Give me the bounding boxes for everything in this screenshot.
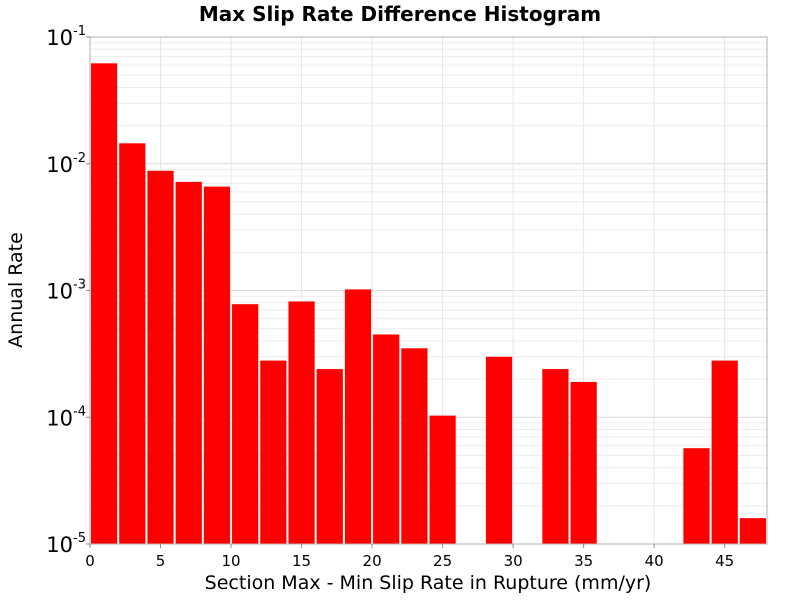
histogram-bar [542, 369, 569, 544]
x-tick-label: 30 [504, 552, 523, 570]
x-tick-label: 40 [645, 552, 664, 570]
y-tick-label: 10-5 [46, 531, 86, 557]
histogram-bar [401, 348, 428, 544]
histogram-bar [683, 448, 710, 544]
x-tick-label: 35 [574, 552, 593, 570]
histogram-bar [260, 360, 287, 544]
y-axis-label: Annual Rate [5, 232, 27, 348]
histogram-bar [91, 63, 118, 544]
x-axis-ticks: 0 5 10 15 20 25 30 35 40 45 [85, 544, 734, 570]
y-tick-label: 10-1 [46, 24, 86, 50]
histogram-bar [175, 181, 202, 544]
x-tick-label: 45 [715, 552, 734, 570]
histogram-bar [344, 289, 372, 544]
histogram-bar [711, 360, 738, 544]
grid-lines [89, 36, 767, 545]
histogram-bar [119, 143, 146, 544]
x-tick-label: 0 [85, 552, 95, 570]
histogram-bar [288, 301, 315, 544]
x-tick-label: 10 [221, 552, 240, 570]
histogram-bar [739, 518, 766, 544]
histogram-bar [147, 170, 174, 545]
histogram-bar [429, 415, 456, 544]
x-tick-label: 5 [156, 552, 166, 570]
chart-title: Max Slip Rate Difference Histogram [199, 2, 601, 26]
histogram-bar [232, 304, 259, 544]
x-axis-label: Section Max - Min Slip Rate in Rupture (… [205, 572, 652, 594]
y-tick-label: 10-4 [46, 404, 86, 430]
y-tick-label: 10-3 [46, 278, 86, 304]
histogram-bar [203, 186, 231, 544]
x-tick-label: 20 [363, 552, 382, 570]
histogram-bar [316, 369, 343, 544]
x-tick-label: 25 [433, 552, 452, 570]
y-tick-label: 10-2 [46, 151, 86, 177]
histogram-bar [570, 381, 597, 544]
histogram-bar [485, 356, 513, 544]
y-axis-ticks: 10-5 10-4 10-3 10-2 10-1 [46, 24, 90, 557]
x-tick-label: 15 [292, 552, 311, 570]
histogram-bar [373, 334, 400, 544]
bars [91, 63, 766, 545]
